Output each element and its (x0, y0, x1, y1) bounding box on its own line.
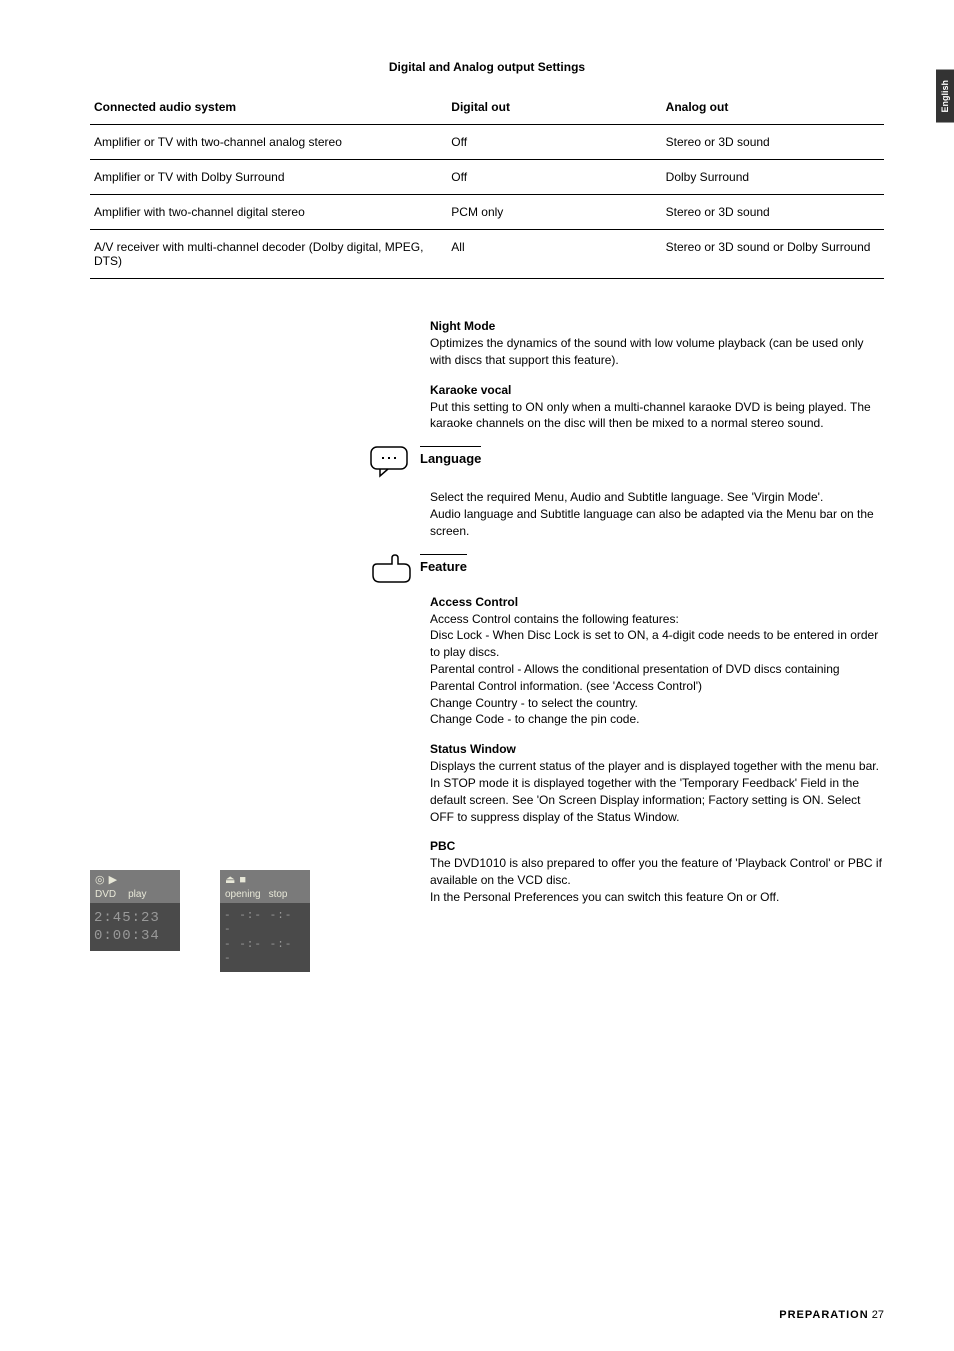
time-line: - -:- -:- - (224, 909, 306, 938)
cell: Stereo or 3D sound (662, 125, 884, 160)
cell: Amplifier with two-channel digital stere… (90, 195, 447, 230)
footer-label: PREPARATION (779, 1309, 868, 1321)
col-header: Analog out (662, 90, 884, 125)
col-header: Digital out (447, 90, 661, 125)
table-row: Amplifier or TV with Dolby Surround Off … (90, 160, 884, 195)
cell: Stereo or 3D sound or Dolby Surround (662, 230, 884, 279)
access-l5: Change Code - to change the pin code. (430, 711, 884, 728)
hand-pointing-icon (370, 554, 420, 587)
badge-label: stop (269, 889, 288, 900)
pbc-body2: In the Personal Preferences you can swit… (430, 889, 884, 906)
access-l2: Disc Lock - When Disc Lock is set to ON,… (430, 627, 884, 661)
language-heading: Language (420, 446, 481, 466)
play-icon: ▶ (109, 873, 117, 886)
karaoke-body: Put this setting to ON only when a multi… (430, 399, 884, 433)
table-row: A/V receiver with multi-channel decoder … (90, 230, 884, 279)
language-body: Select the required Menu, Audio and Subt… (430, 489, 884, 506)
access-l1: Access Control contains the following fe… (430, 611, 884, 628)
cell: Amplifier or TV with two-channel analog … (90, 125, 447, 160)
play-badge: ◎ ▶ DVD play 2:45:23 0:00:34 (90, 870, 180, 972)
badge-label: play (128, 889, 146, 900)
cell: PCM only (447, 195, 661, 230)
feature-heading: Feature (420, 554, 467, 574)
access-title: Access Control (430, 595, 884, 609)
settings-table: Digital and Analog output Settings Conne… (90, 60, 884, 279)
eject-icon: ⏏ (225, 873, 235, 886)
time-line: 0:00:34 (94, 927, 176, 945)
access-l3: Parental control - Allows the conditiona… (430, 661, 884, 695)
language-tab: English (936, 70, 954, 123)
night-mode-title: Night Mode (430, 319, 884, 333)
cell: A/V receiver with multi-channel decoder … (90, 230, 447, 279)
stop-badge: ⏏ ■ opening stop - -:- -:- - - -:- -:- - (220, 870, 310, 972)
access-l4: Change Country - to select the country. (430, 695, 884, 712)
cell: Off (447, 160, 661, 195)
night-mode-body: Optimizes the dynamics of the sound with… (430, 335, 884, 369)
footer: PREPARATION 27 (779, 1309, 884, 1321)
stop-icon: ■ (239, 874, 246, 886)
time-line: 2:45:23 (94, 909, 176, 927)
table-title: Digital and Analog output Settings (90, 60, 884, 74)
table-row: Amplifier or TV with two-channel analog … (90, 125, 884, 160)
cell: Stereo or 3D sound (662, 195, 884, 230)
page-number: 27 (872, 1309, 884, 1321)
cell: Amplifier or TV with Dolby Surround (90, 160, 447, 195)
status-badges: ◎ ▶ DVD play 2:45:23 0:00:34 ⏏ ■ opening… (90, 870, 310, 972)
status-title: Status Window (430, 742, 884, 756)
table-header-row: Connected audio system Digital out Analo… (90, 90, 884, 125)
speech-bubble-icon (370, 446, 420, 481)
pbc-body1: The DVD1010 is also prepared to offer yo… (430, 855, 884, 889)
language-body2: Audio language and Subtitle language can… (430, 506, 884, 540)
pbc-title: PBC (430, 839, 884, 853)
disc-icon: ◎ (95, 873, 105, 886)
status-body: Displays the current status of the playe… (430, 758, 884, 825)
table-row: Amplifier with two-channel digital stere… (90, 195, 884, 230)
badge-label: opening (225, 889, 261, 900)
time-line: - -:- -:- - (224, 938, 306, 967)
karaoke-title: Karaoke vocal (430, 383, 884, 397)
cell: All (447, 230, 661, 279)
cell: Off (447, 125, 661, 160)
col-header: Connected audio system (90, 90, 447, 125)
badge-label: DVD (95, 889, 116, 900)
cell: Dolby Surround (662, 160, 884, 195)
